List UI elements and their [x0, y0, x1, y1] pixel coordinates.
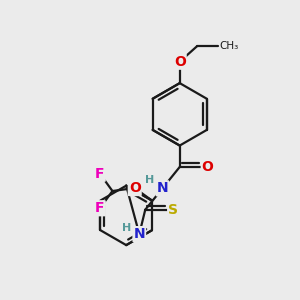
Text: N: N [134, 227, 145, 241]
Text: N: N [157, 181, 168, 195]
Text: H: H [146, 175, 154, 185]
Text: O: O [202, 160, 214, 174]
Text: F: F [95, 201, 105, 215]
Text: H: H [122, 223, 131, 232]
Text: CH₃: CH₃ [220, 41, 239, 51]
Text: S: S [168, 203, 178, 217]
Text: O: O [174, 55, 186, 69]
Text: F: F [95, 167, 105, 181]
Text: O: O [129, 181, 141, 195]
